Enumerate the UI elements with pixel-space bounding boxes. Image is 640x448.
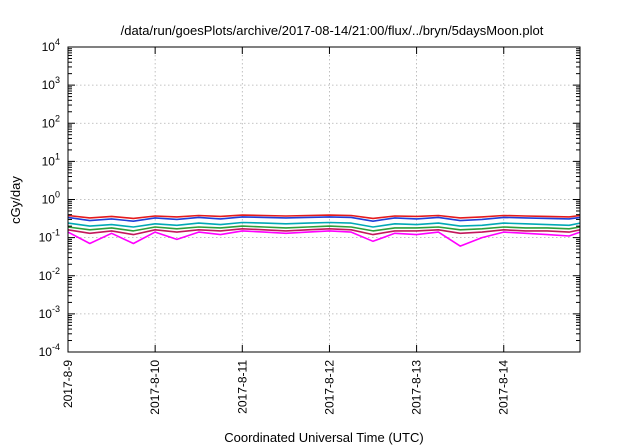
y-tick-label: 103 — [42, 75, 60, 92]
x-tick-label: 2017-8-12 — [322, 360, 336, 415]
x-tick-label: 2017-8-10 — [148, 360, 162, 415]
series-layer — [67, 214, 581, 247]
y-tick-label: 10-3 — [39, 304, 60, 321]
y-tick-label: 104 — [42, 37, 60, 54]
y-tick-label: 10-4 — [39, 342, 60, 359]
series-line-3 — [67, 221, 581, 228]
ticks-layer — [67, 46, 580, 353]
x-tick-label: 2017-8-13 — [410, 360, 424, 415]
x-tick-label: 2017-8-14 — [497, 360, 511, 415]
x-axis-label: Coordinated Universal Time (UTC) — [224, 430, 423, 445]
series-line-1 — [67, 214, 581, 220]
y-axis-label: cGy/day — [8, 176, 23, 224]
grid-layer — [68, 47, 580, 352]
y-tick-label: 102 — [42, 113, 60, 130]
series-line-5 — [67, 228, 581, 236]
y-tick-label: 10-1 — [39, 228, 60, 245]
x-tick-label: 2017-8-11 — [235, 360, 249, 414]
y-tick-label: 100 — [42, 190, 60, 207]
y-tick-label: 10-2 — [39, 266, 60, 283]
x-tick-label: 2017-8-9 — [61, 360, 75, 408]
series-line-2 — [67, 216, 581, 222]
y-tick-labels: 10-4 10-3 10-2 10-1 100 101 102 103 104 — [39, 37, 60, 359]
y-tick-label: 101 — [42, 151, 60, 168]
chart-title: /data/run/goesPlots/archive/2017-08-14/2… — [121, 23, 544, 38]
series-line-4 — [67, 225, 581, 232]
series-line-6 — [67, 230, 581, 247]
x-tick-labels: 2017-8-9 2017-8-10 2017-8-11 2017-8-12 2017-… — [61, 360, 511, 415]
